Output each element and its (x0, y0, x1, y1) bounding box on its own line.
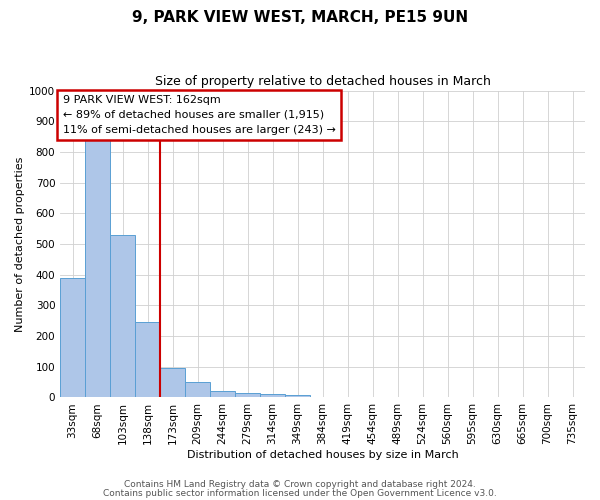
Bar (85, 140, 110, 398)
Bar (135, 322, 160, 398)
Bar (110, 235, 135, 398)
Title: Size of property relative to detached houses in March: Size of property relative to detached ho… (155, 75, 491, 88)
Bar (210, 392, 235, 398)
Text: 9 PARK VIEW WEST: 162sqm
← 89% of detached houses are smaller (1,915)
11% of sem: 9 PARK VIEW WEST: 162sqm ← 89% of detach… (63, 95, 335, 135)
Text: 9, PARK VIEW WEST, MARCH, PE15 9UN: 9, PARK VIEW WEST, MARCH, PE15 9UN (132, 10, 468, 25)
Bar (160, 368, 185, 398)
Text: Contains public sector information licensed under the Open Government Licence v3: Contains public sector information licen… (103, 489, 497, 498)
Bar (60, 278, 85, 398)
Bar (285, 395, 310, 398)
Bar (260, 394, 285, 398)
Text: Contains HM Land Registry data © Crown copyright and database right 2024.: Contains HM Land Registry data © Crown c… (124, 480, 476, 489)
X-axis label: Distribution of detached houses by size in March: Distribution of detached houses by size … (187, 450, 458, 460)
Y-axis label: Number of detached properties: Number of detached properties (15, 156, 25, 332)
Bar (185, 382, 210, 398)
Bar (235, 393, 260, 398)
